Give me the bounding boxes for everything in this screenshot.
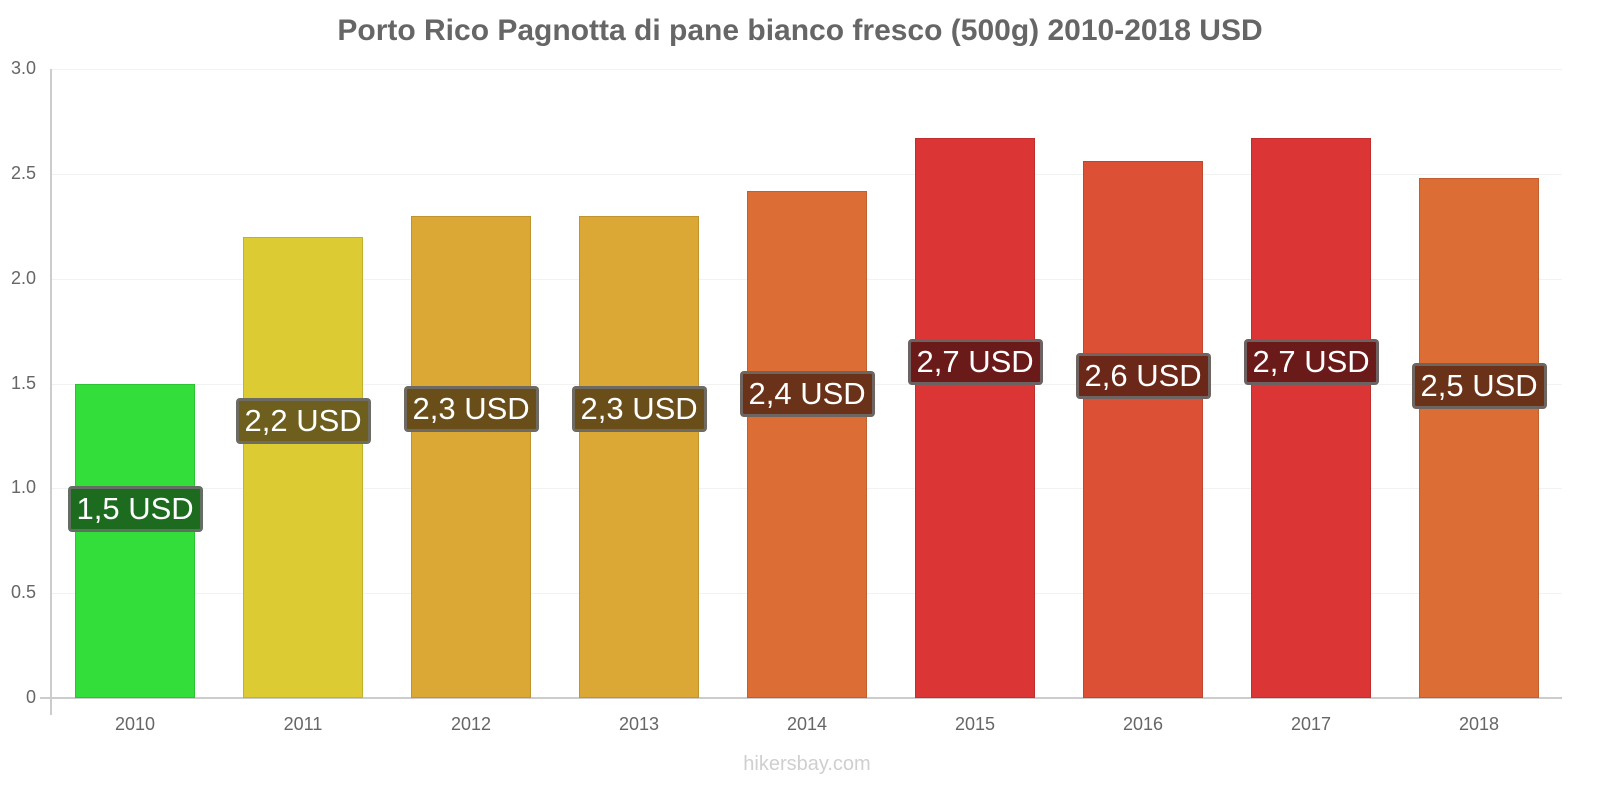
gridline — [52, 173, 1562, 175]
bar-value-label: 2,2 USD — [235, 398, 371, 445]
bar-2018[interactable] — [1419, 178, 1539, 698]
y-tick-label: 1.0 — [10, 477, 36, 498]
x-tick-label: 2017 — [1290, 714, 1332, 734]
bar-value-label: 2,4 USD — [739, 370, 875, 417]
y-axis-line — [50, 69, 52, 715]
bar-2014[interactable] — [747, 190, 867, 698]
bar-2015[interactable] — [915, 138, 1035, 698]
bar-2011[interactable] — [243, 236, 363, 698]
gridline — [52, 69, 1562, 70]
y-tick-label: 2.5 — [10, 162, 36, 183]
x-tick-label: 2016 — [1122, 714, 1164, 734]
plot-area: 1,5 USD 2,2 USD 2,3 USD 2,3 USD 2,4 USD 2,7 U… — [52, 69, 1562, 698]
y-tick-label: 2.0 — [10, 267, 36, 288]
bar-value-label: 2,7 USD — [907, 339, 1043, 386]
y-tick-label: 3.0 — [10, 58, 36, 78]
x-tick-label: 2014 — [786, 714, 828, 734]
bar-value-label: 2,7 USD — [1243, 339, 1379, 386]
bar-2012[interactable] — [411, 215, 531, 698]
bar-2017[interactable] — [1251, 138, 1371, 698]
y-tick-label: 1.5 — [10, 372, 36, 393]
bar-value-label: 2,3 USD — [403, 385, 539, 432]
y-tick-label: 0.5 — [10, 582, 36, 603]
x-axis-line — [40, 697, 1562, 699]
bar-value-label: 2,3 USD — [571, 385, 707, 432]
x-tick-label: 2018 — [1458, 714, 1500, 734]
x-tick-label: 2010 — [114, 714, 156, 734]
x-tick-label: 2011 — [283, 714, 323, 734]
chart-title: Porto Rico Pagnotta di pane bianco fresc… — [337, 14, 1263, 47]
x-tick-label: 2013 — [618, 714, 660, 734]
bar-value-label: 2,5 USD — [1411, 363, 1547, 410]
bar-2010[interactable] — [75, 383, 195, 698]
x-tick-label: 2012 — [450, 714, 492, 734]
y-tick-label: 0 — [25, 687, 36, 707]
bar-value-label: 1,5 USD — [67, 486, 203, 533]
bar-2013[interactable] — [579, 215, 699, 698]
bar-value-label: 2,6 USD — [1075, 352, 1211, 399]
x-tick-label: 2015 — [954, 714, 996, 734]
bar-2016[interactable] — [1083, 161, 1203, 698]
watermark: hikersbay.com — [743, 753, 871, 775]
